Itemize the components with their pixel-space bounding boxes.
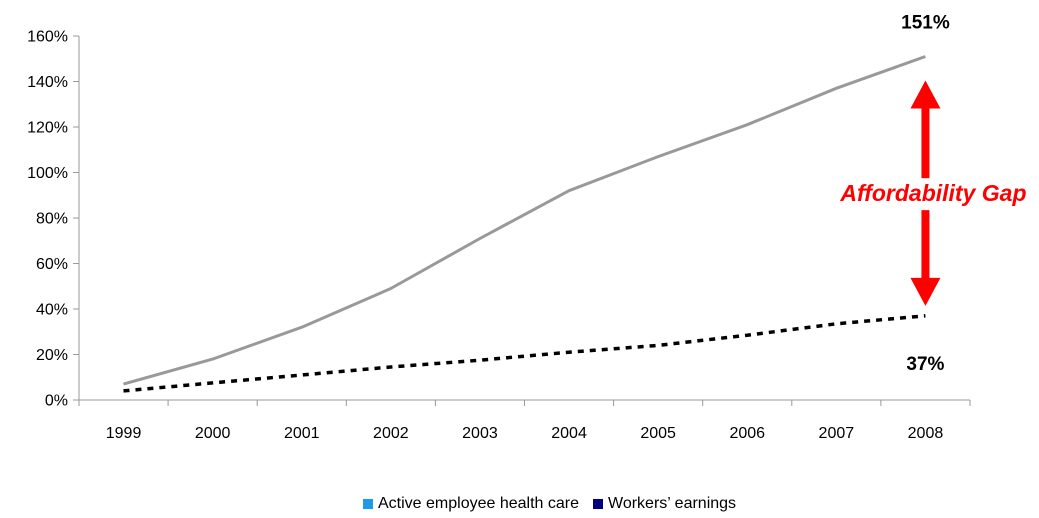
y-tick-label: 60% [36,256,68,273]
x-tick-label: 2004 [551,425,587,442]
earnings-series-line [123,314,926,393]
y-tick-label: 0% [45,393,68,410]
top-value-label: 151% [901,12,950,33]
health-care-series-line [123,55,926,386]
y-tick-label: 140% [27,74,68,91]
series-layer [123,55,926,393]
affordability-gap-label: Affordability Gap [839,180,1026,206]
legend-item-health-care: Active employee health care [363,495,579,513]
y-tick-label: 40% [36,302,68,319]
y-tick-labels: 0% 20% 40% 60% 80% 100% 120% 140% 160% [27,29,79,410]
x-tick-label: 2001 [284,425,320,442]
y-tick-label: 100% [27,165,68,182]
legend-swatch-earnings [593,499,603,509]
x-tick-label: 2000 [195,425,231,442]
chart-legend: Active employee health care Workers’ ear… [363,495,750,513]
x-tick-label: 1999 [106,425,142,442]
x-tick-label: 2002 [373,425,409,442]
legend-label-earnings: Workers’ earnings [608,495,737,512]
bottom-value-label: 37% [906,354,944,375]
legend-swatch-health-care [363,499,373,509]
y-tick-label: 80% [36,211,68,228]
chart-axes [78,36,970,401]
x-tick-labels: 1999 2000 2001 2002 2003 2004 2005 2006 2007 2008 [78,400,971,442]
affordability-gap-arrow [821,80,1039,306]
y-tick-label: 20% [36,347,68,364]
legend-label-health-care: Active employee health care [378,495,579,512]
x-tick-label: 2005 [640,425,676,442]
x-tick-label: 2008 [908,425,944,442]
x-tick-label: 2007 [819,425,855,442]
y-tick-label: 120% [27,120,68,137]
gap-label-background [821,178,1039,211]
x-tick-label: 2006 [729,425,765,442]
x-tick-label: 2003 [462,425,498,442]
legend-item-earnings: Workers’ earnings [593,495,736,513]
y-tick-label: 160% [27,29,68,46]
